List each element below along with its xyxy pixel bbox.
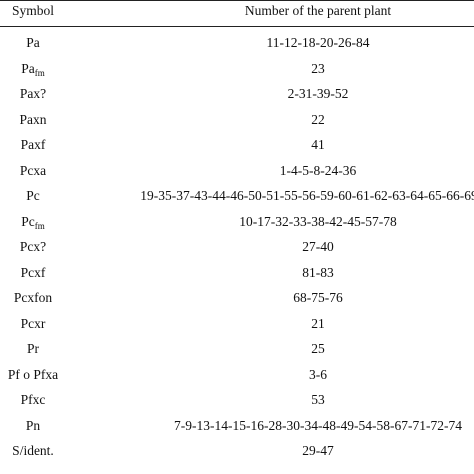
symbol-cell: Paxf: [21, 136, 46, 154]
numbers-cell: 25: [311, 341, 325, 356]
symbol-cell: Pa: [26, 34, 40, 52]
symbol-cell: Pcxr: [21, 315, 46, 333]
symbol-cell: Pcfm: [21, 213, 45, 235]
header-cell: Symbol: [11, 3, 55, 18]
symbol-text: Pa: [21, 60, 35, 76]
numbers-cell: 19-35-37-43-44-46-50-51-55-56-59-60-61-6…: [140, 188, 474, 203]
numbers-cell: 7-9-13-14-15-16-28-30-34-48-49-54-58-67-…: [174, 417, 462, 433]
numbers-cell: 27-40: [302, 239, 334, 254]
symbol-text: S/ident.: [12, 443, 54, 458]
symbol-cell: Pf o Pfxa: [8, 366, 58, 384]
symbol-text: Pax?: [19, 86, 47, 101]
symbol-cell: Pcxfon: [14, 289, 52, 307]
symbol-text: Paxn: [19, 111, 47, 127]
symbol-text: Pc: [21, 213, 35, 229]
numbers-cell: 11-12-18-20-26-84: [266, 35, 370, 50]
numbers-cell: 29-47: [302, 443, 334, 458]
numbers-cell: 10-17-32-33-38-42-45-57-78: [239, 213, 397, 229]
top-rule: [0, 0, 474, 1]
symbol-cell: Pfxc: [21, 391, 46, 409]
numbers-cell: 3-6: [309, 366, 327, 382]
symbol-cell: Pc: [26, 187, 40, 205]
symbol-cell: Pcxa: [20, 162, 46, 180]
symbol-cell: Pafm: [21, 60, 45, 82]
numbers-cell: 21: [311, 315, 325, 331]
symbol-text: Pr: [26, 341, 40, 356]
symbol-text: Pcxr: [20, 315, 46, 331]
symbol-text: Paxf: [20, 137, 46, 152]
symbol-cell: Pax?: [20, 85, 46, 103]
symbol-text: Pfxc: [20, 392, 46, 407]
symbol-text: Pcxa: [19, 162, 47, 178]
numbers-cell: 41: [311, 137, 325, 152]
symbol-text: Pa: [26, 35, 40, 50]
symbol-subscript: fm: [34, 67, 45, 78]
numbers-cell: 1-4-5-8-24-36: [279, 162, 357, 178]
symbol-cell: Pn: [26, 417, 40, 435]
numbers-cell: 22: [311, 111, 325, 127]
numbers-cell: 53: [311, 392, 325, 407]
numbers-cell: 2-31-39-52: [287, 86, 349, 101]
symbol-text: Pcxfon: [13, 290, 53, 305]
symbol-text: Pcxf: [20, 264, 46, 280]
symbol-text: Pcx?: [19, 239, 47, 254]
symbol-text: Pf o Pfxa: [7, 366, 59, 382]
header-cell: Number of the parent plant: [244, 3, 392, 18]
symbol-text: Pn: [25, 417, 41, 433]
header-rule: [0, 26, 474, 27]
symbol-cell: Paxn: [20, 111, 47, 129]
numbers-cell: 68-75-76: [293, 290, 343, 305]
numbers-cell: 23: [311, 60, 325, 76]
symbol-subscript: fm: [34, 220, 45, 231]
symbol-cell: Pcx?: [20, 238, 46, 256]
symbol-cell: Pr: [27, 340, 39, 358]
numbers-cell: 81-83: [302, 264, 334, 280]
symbol-cell: Pcxf: [21, 264, 46, 282]
symbol-text: Pc: [26, 188, 40, 203]
symbol-cell: S/ident.: [12, 442, 54, 460]
